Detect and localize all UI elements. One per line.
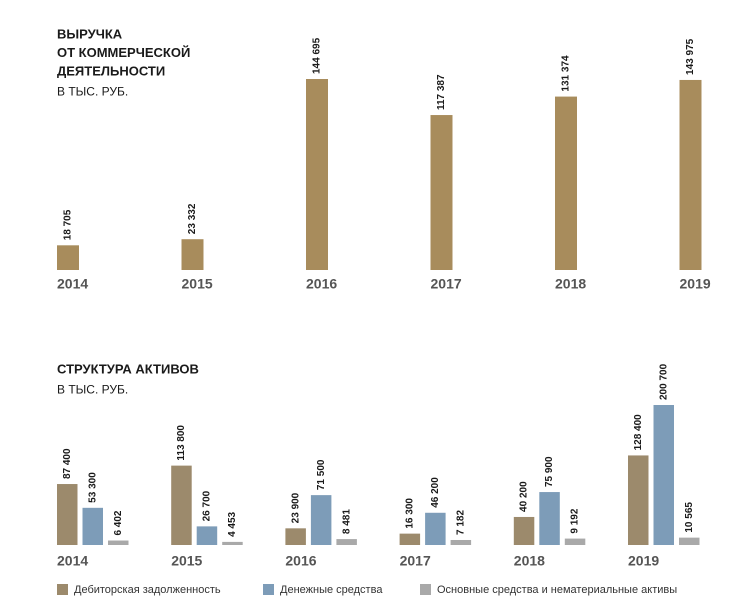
value-label: 113 800 bbox=[176, 425, 187, 461]
value-label: 16 300 bbox=[404, 498, 415, 529]
bar bbox=[430, 115, 453, 270]
value-label: 131 374 bbox=[561, 55, 572, 92]
bar bbox=[222, 541, 243, 545]
legend-label: Основные средства и нематериальные актив… bbox=[437, 584, 677, 596]
value-label: 71 500 bbox=[316, 459, 327, 490]
bar bbox=[425, 512, 446, 545]
x-tick-label: 2017 bbox=[400, 553, 431, 569]
bar bbox=[108, 540, 129, 545]
x-tick-label: 2016 bbox=[306, 276, 337, 292]
legend-swatch bbox=[57, 584, 68, 595]
bar bbox=[564, 538, 586, 545]
value-label: 6 402 bbox=[113, 510, 124, 535]
x-tick-label: 2017 bbox=[431, 276, 462, 292]
value-label: 144 695 bbox=[312, 37, 323, 74]
bar bbox=[181, 239, 204, 270]
x-tick-label: 2019 bbox=[628, 553, 659, 569]
value-label: 8 481 bbox=[341, 509, 352, 534]
value-label: 117 387 bbox=[436, 74, 447, 110]
bar bbox=[679, 537, 700, 545]
bar bbox=[57, 484, 78, 545]
value-label: 40 200 bbox=[519, 481, 530, 512]
bar bbox=[679, 79, 702, 271]
value-label: 75 900 bbox=[544, 456, 555, 487]
chart-title: СТРУКТУРА АКТИВОВ bbox=[57, 361, 199, 376]
value-label: 23 900 bbox=[290, 492, 301, 523]
value-label: 10 565 bbox=[684, 502, 695, 533]
legend-label: Денежные средства bbox=[280, 584, 383, 596]
legend-swatch bbox=[420, 584, 431, 595]
bar bbox=[336, 539, 357, 545]
bar bbox=[310, 495, 332, 545]
bar bbox=[450, 539, 472, 545]
bar bbox=[513, 516, 535, 545]
legend-label: Дебиторская задолженность bbox=[74, 584, 221, 596]
bar bbox=[285, 528, 306, 545]
chart-subtitle: В ТЫС. РУБ. bbox=[57, 85, 128, 99]
value-label: 87 400 bbox=[62, 448, 73, 479]
value-label: 7 182 bbox=[455, 510, 466, 535]
x-tick-label: 2018 bbox=[514, 553, 545, 569]
value-label: 23 332 bbox=[187, 203, 198, 234]
value-label: 46 200 bbox=[430, 477, 441, 508]
value-label: 143 975 bbox=[685, 38, 696, 75]
bar bbox=[196, 526, 218, 545]
value-label: 4 453 bbox=[227, 511, 238, 536]
x-tick-label: 2016 bbox=[285, 553, 316, 569]
value-label: 18 705 bbox=[63, 209, 74, 240]
x-tick-label: 2019 bbox=[680, 276, 711, 292]
value-label: 53 300 bbox=[87, 472, 98, 503]
x-tick-label: 2014 bbox=[57, 553, 88, 569]
bar bbox=[399, 533, 421, 545]
value-label: 128 400 bbox=[633, 414, 644, 451]
bar bbox=[82, 507, 103, 545]
bar bbox=[171, 465, 192, 545]
value-label: 200 700 bbox=[658, 363, 669, 400]
bar bbox=[653, 405, 674, 545]
legend-swatch bbox=[263, 584, 274, 595]
chart-title: ОТ КОММЕРЧЕСКОЙ bbox=[57, 45, 190, 60]
x-tick-label: 2015 bbox=[171, 553, 202, 569]
value-label: 26 700 bbox=[202, 490, 213, 521]
x-tick-label: 2015 bbox=[182, 276, 213, 292]
x-tick-label: 2014 bbox=[57, 276, 88, 292]
chart-subtitle: В ТЫС. РУБ. bbox=[57, 383, 128, 397]
bar bbox=[539, 492, 560, 545]
chart-title: ДЕЯТЕЛЬНОСТИ bbox=[57, 63, 165, 78]
value-label: 9 192 bbox=[570, 508, 581, 533]
chart-title: ВЫРУЧКА bbox=[57, 26, 123, 41]
bar bbox=[555, 96, 577, 271]
bar bbox=[628, 455, 649, 545]
bar bbox=[57, 245, 79, 270]
x-tick-label: 2018 bbox=[555, 276, 586, 292]
bar bbox=[306, 79, 328, 270]
